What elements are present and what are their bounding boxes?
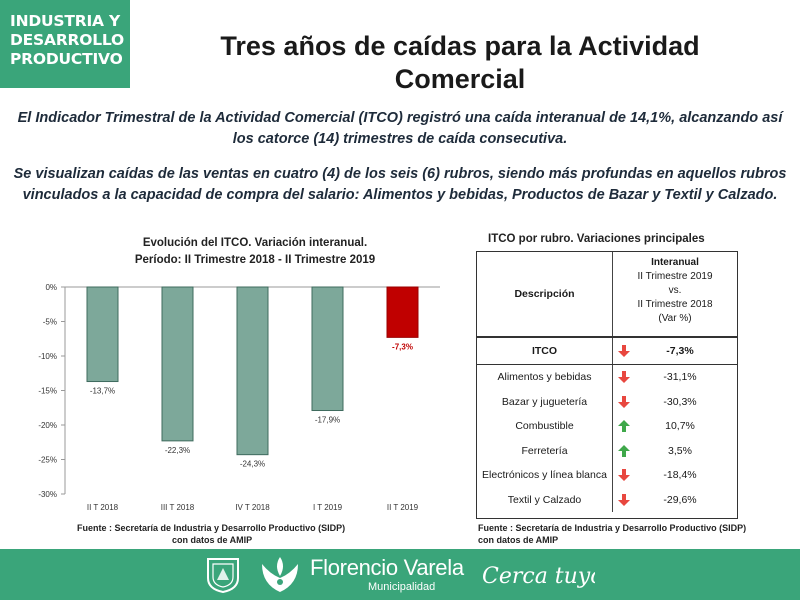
itco-table: Descripción Interanual II Trimestre 2019… (476, 251, 738, 519)
arrow-down-icon (613, 345, 635, 357)
brand-line-3: PRODUCTIVO (10, 50, 123, 68)
table-row: Alimentos y bebidas -31,1% (477, 365, 737, 390)
footer-municipality-sub: Municipalidad (368, 581, 436, 593)
column-header-value-line-1: II Trimestre 2019 (637, 271, 713, 282)
municipal-seal-icon (207, 558, 239, 594)
bar (86, 286, 119, 383)
y-tick-label: -25% (38, 456, 57, 465)
y-tick-label: -30% (38, 490, 57, 499)
table-source-line-1: Fuente : Secretaría de Industria y Desar… (478, 523, 747, 533)
y-tick-label: 0% (45, 283, 57, 292)
row-description: Combustible (477, 414, 613, 439)
x-tick-label: IV T 2018 (235, 503, 270, 512)
chart-title: Evolución del ITCO. Variación interanual… (142, 237, 368, 249)
column-header-description: Descripción (477, 252, 613, 336)
row-description: Ferretería (477, 438, 613, 463)
row-description: ITCO (477, 338, 613, 364)
footer-bar: Florencio Varela Municipalidad Cerca tuy… (0, 549, 800, 600)
column-header-value-line-2: vs. (668, 285, 682, 296)
row-value: -30,3% (663, 395, 697, 408)
row-value: 10,7% (665, 420, 695, 433)
row-description: Textil y Calzado (477, 487, 613, 512)
column-header-value-line-3: II Trimestre 2018 (637, 299, 713, 310)
arrow-up-icon (613, 444, 635, 457)
data-label: -17,9% (315, 416, 340, 425)
row-value: -29,6% (663, 493, 697, 506)
arrow-down-icon (613, 493, 635, 506)
table-header: Descripción Interanual II Trimestre 2019… (477, 252, 737, 338)
table-source-line-2: con datos de AMIP (478, 535, 559, 545)
row-description: Bazar y juguetería (477, 389, 613, 414)
chart-source: Fuente : Secretaría de Industria y Desar… (77, 522, 377, 546)
row-value: -18,4% (663, 469, 697, 482)
row-value: 3,5% (668, 444, 692, 457)
data-label: -22,3% (165, 446, 190, 455)
bar (311, 286, 344, 412)
table-body: ITCO -7,3% Alimentos y bebidas -31,1% Bazar … (477, 338, 737, 512)
row-description: Electrónicos y línea blanca (477, 463, 613, 488)
y-tick-label: -5% (43, 318, 57, 327)
table-row: Ferretería 3,5% (477, 438, 737, 463)
chart-source-line-2: con datos de AMIP (172, 535, 253, 545)
table-title: ITCO por rubro. Variaciones principales (488, 233, 705, 245)
x-tick-label: II T 2018 (87, 503, 119, 512)
arrow-up-icon (613, 420, 635, 433)
table-row: ITCO -7,3% (477, 338, 737, 365)
arrow-down-icon (613, 469, 635, 482)
table-source: Fuente : Secretaría de Industria y Desar… (478, 522, 798, 546)
row-value: -31,1% (663, 371, 697, 384)
brand-line-2: DESARROLLO (10, 31, 125, 49)
row-value: -7,3% (666, 345, 694, 357)
column-header-value: Interanual II Trimestre 2019 vs. II Trim… (613, 252, 737, 336)
footer-slogan: Cerca tuyo. (482, 564, 595, 589)
brand-line-1: INDUSTRIA Y (10, 12, 121, 30)
x-tick-label: III T 2018 (161, 503, 195, 512)
arrow-down-icon (613, 395, 635, 408)
arrow-down-icon (613, 371, 635, 384)
y-tick-label: -10% (38, 352, 57, 361)
chart-subtitle: Período: II Trimestre 2018 - II Trimestr… (134, 254, 376, 266)
y-tick-label: -20% (38, 421, 57, 430)
chart-source-line-1: Fuente : Secretaría de Industria y Desar… (77, 523, 346, 533)
page-title-line-2: Comercial (394, 64, 526, 94)
column-header-value-title: Interanual (651, 257, 699, 268)
row-description: Alimentos y bebidas (477, 365, 613, 390)
brand-box: INDUSTRIA Y DESARROLLO PRODUCTIVO (0, 0, 130, 88)
data-label: -7,3% (392, 342, 413, 351)
page-title-line-1: Tres años de caídas para la Actividad (220, 31, 700, 61)
data-label: -13,7% (90, 387, 115, 396)
y-tick-label: -15% (38, 387, 57, 396)
chart-plot: 0% -5% -10% -15% -20% -25% -30% -13,7% II T 2018… (38, 283, 440, 512)
summary-paragraph-1: El Indicador Trimestral de la Actividad … (17, 110, 783, 147)
footer-municipality-name: Florencio Varela (310, 555, 464, 580)
footer-slogan-text: Cerca tuyo. (482, 564, 595, 589)
florencio-varela-logo-icon (262, 557, 298, 592)
bar (161, 286, 194, 442)
bar (236, 286, 269, 456)
table-row: Bazar y juguetería -30,3% (477, 389, 737, 414)
data-label: -24,3% (240, 460, 265, 469)
table-row: Electrónicos y línea blanca -18,4% (477, 463, 737, 488)
page-title: Tres años de caídas para la Actividad Co… (150, 30, 770, 96)
column-header-value-line-4: (Var %) (658, 313, 692, 324)
itco-chart: Evolución del ITCO. Variación interanual… (20, 228, 460, 548)
summary-paragraph-2: Se visualizan caídas de las ventas en cu… (13, 166, 787, 203)
table-row: Combustible 10,7% (477, 414, 737, 439)
bar (386, 286, 419, 338)
x-tick-label: I T 2019 (313, 503, 343, 512)
table-row: Textil y Calzado -29,6% (477, 487, 737, 512)
x-tick-label: II T 2019 (387, 503, 419, 512)
